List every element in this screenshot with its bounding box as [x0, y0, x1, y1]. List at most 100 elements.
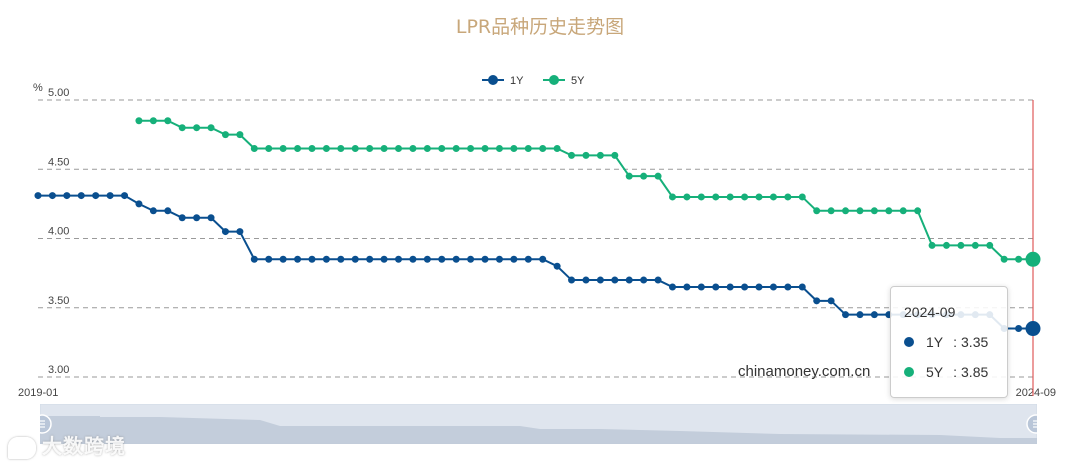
data-point-1y[interactable]	[697, 283, 705, 291]
data-point-1y[interactable]	[481, 255, 489, 263]
data-point-5y[interactable]	[899, 207, 907, 215]
data-point-5y[interactable]	[467, 144, 475, 152]
data-point-5y[interactable]	[957, 241, 965, 249]
data-point-1y[interactable]	[380, 255, 388, 263]
data-point-1y[interactable]	[1025, 321, 1041, 337]
data-point-1y[interactable]	[409, 255, 417, 263]
data-point-1y[interactable]	[279, 255, 287, 263]
data-point-1y[interactable]	[149, 207, 157, 215]
data-point-5y[interactable]	[193, 124, 201, 132]
data-point-5y[interactable]	[395, 144, 403, 152]
data-point-1y[interactable]	[48, 192, 56, 200]
data-point-1y[interactable]	[250, 255, 258, 263]
data-point-5y[interactable]	[582, 151, 590, 159]
data-point-5y[interactable]	[769, 193, 777, 201]
data-point-1y[interactable]	[308, 255, 316, 263]
data-point-1y[interactable]	[121, 192, 129, 200]
data-point-5y[interactable]	[250, 144, 258, 152]
data-point-5y[interactable]	[149, 117, 157, 125]
data-point-5y[interactable]	[279, 144, 287, 152]
data-point-1y[interactable]	[351, 255, 359, 263]
data-point-1y[interactable]	[827, 297, 835, 305]
data-point-5y[interactable]	[741, 193, 749, 201]
data-point-1y[interactable]	[467, 255, 475, 263]
data-point-1y[interactable]	[63, 192, 71, 200]
data-point-5y[interactable]	[178, 124, 186, 132]
data-point-5y[interactable]	[495, 144, 503, 152]
data-point-5y[interactable]	[755, 193, 763, 201]
data-point-1y[interactable]	[34, 192, 42, 200]
data-point-5y[interactable]	[914, 207, 922, 215]
data-point-1y[interactable]	[106, 192, 114, 200]
data-point-1y[interactable]	[1015, 325, 1023, 333]
data-point-1y[interactable]	[135, 200, 143, 208]
data-point-1y[interactable]	[423, 255, 431, 263]
data-point-5y[interactable]	[712, 193, 720, 201]
data-point-5y[interactable]	[683, 193, 691, 201]
slider-right-handle[interactable]	[1026, 414, 1037, 434]
data-point-5y[interactable]	[308, 144, 316, 152]
data-point-5y[interactable]	[654, 172, 662, 180]
data-point-5y[interactable]	[438, 144, 446, 152]
data-point-5y[interactable]	[265, 144, 273, 152]
data-point-5y[interactable]	[596, 151, 604, 159]
data-point-1y[interactable]	[568, 276, 576, 284]
data-point-5y[interactable]	[625, 172, 633, 180]
legend-marker-1y[interactable]	[488, 75, 498, 85]
data-point-5y[interactable]	[294, 144, 302, 152]
data-point-1y[interactable]	[654, 276, 662, 284]
data-point-1y[interactable]	[510, 255, 518, 263]
data-point-1y[interactable]	[798, 283, 806, 291]
data-point-5y[interactable]	[322, 144, 330, 152]
slider-left-handle[interactable]	[40, 414, 52, 434]
data-point-5y[interactable]	[697, 193, 705, 201]
data-point-5y[interactable]	[481, 144, 489, 152]
data-point-5y[interactable]	[798, 193, 806, 201]
data-point-5y[interactable]	[611, 151, 619, 159]
legend-label-5y[interactable]: 5Y	[571, 75, 585, 87]
data-point-1y[interactable]	[769, 283, 777, 291]
data-point-5y[interactable]	[409, 144, 417, 152]
data-point-5y[interactable]	[1000, 255, 1008, 263]
data-point-1y[interactable]	[452, 255, 460, 263]
data-point-1y[interactable]	[539, 255, 547, 263]
data-point-5y[interactable]	[668, 193, 676, 201]
data-point-5y[interactable]	[870, 207, 878, 215]
data-point-1y[interactable]	[813, 297, 821, 305]
data-point-1y[interactable]	[207, 214, 215, 222]
data-point-5y[interactable]	[842, 207, 850, 215]
data-point-1y[interactable]	[856, 311, 864, 319]
data-point-1y[interactable]	[582, 276, 590, 284]
data-point-5y[interactable]	[207, 124, 215, 132]
data-point-1y[interactable]	[755, 283, 763, 291]
data-point-5y[interactable]	[164, 117, 172, 125]
data-point-1y[interactable]	[625, 276, 633, 284]
data-point-1y[interactable]	[640, 276, 648, 284]
data-point-1y[interactable]	[265, 255, 273, 263]
data-point-1y[interactable]	[294, 255, 302, 263]
data-point-1y[interactable]	[784, 283, 792, 291]
data-point-5y[interactable]	[337, 144, 345, 152]
data-point-1y[interactable]	[726, 283, 734, 291]
data-point-1y[interactable]	[668, 283, 676, 291]
data-point-5y[interactable]	[380, 144, 388, 152]
data-point-1y[interactable]	[553, 262, 561, 270]
data-point-1y[interactable]	[236, 228, 244, 236]
data-point-5y[interactable]	[942, 241, 950, 249]
legend-label-1y[interactable]: 1Y	[510, 75, 524, 87]
data-point-1y[interactable]	[77, 192, 85, 200]
data-point-1y[interactable]	[322, 255, 330, 263]
data-point-5y[interactable]	[928, 241, 936, 249]
data-point-1y[interactable]	[495, 255, 503, 263]
data-point-1y[interactable]	[438, 255, 446, 263]
data-point-1y[interactable]	[842, 311, 850, 319]
data-point-5y[interactable]	[1025, 251, 1041, 267]
data-point-5y[interactable]	[221, 131, 229, 139]
data-point-1y[interactable]	[870, 311, 878, 319]
data-point-5y[interactable]	[856, 207, 864, 215]
data-point-5y[interactable]	[986, 241, 994, 249]
data-point-1y[interactable]	[395, 255, 403, 263]
data-point-1y[interactable]	[92, 192, 100, 200]
data-point-5y[interactable]	[640, 172, 648, 180]
data-point-5y[interactable]	[827, 207, 835, 215]
